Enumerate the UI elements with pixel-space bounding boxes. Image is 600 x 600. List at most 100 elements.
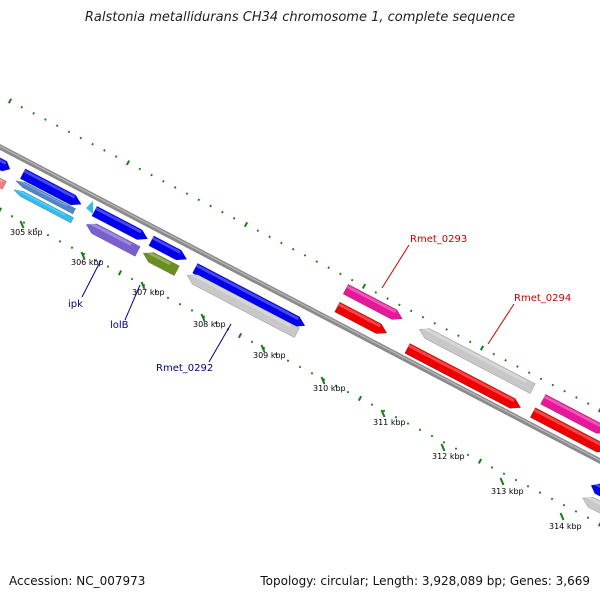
tick-dot <box>79 136 83 140</box>
gene-ipk <box>85 223 141 257</box>
tick-dot <box>34 227 38 231</box>
tick-label-311: 311 kbp <box>373 418 406 427</box>
gene-red-right <box>529 407 600 453</box>
gene-blue-3 <box>148 235 188 261</box>
tick-dot <box>91 142 94 146</box>
gene-label-lolb[interactable]: lolB <box>110 320 129 331</box>
tick-dot <box>256 229 260 232</box>
gene-partial-salmon-left <box>0 177 7 190</box>
tick-dot <box>106 265 110 268</box>
tick-dot <box>243 221 249 228</box>
tick-label-308: 308 kbp <box>193 320 226 329</box>
tick-dot <box>477 458 483 464</box>
gene-blue-right-edge <box>590 483 600 497</box>
tick-dot <box>10 214 14 218</box>
tick-dot <box>190 309 194 312</box>
outer-tick-track <box>7 98 600 413</box>
gene-label-rmet-0294[interactable]: Rmet_0294 <box>514 293 571 304</box>
tick-dot <box>114 155 118 158</box>
tick-dot <box>597 521 600 527</box>
accession-label: Accession: NC_007973 <box>9 574 146 588</box>
tick-dot <box>286 359 290 363</box>
gene-features <box>0 157 600 514</box>
tick-dot <box>492 352 496 356</box>
genome-summary: Topology: circular; Length: 3,928,089 bp… <box>260 574 590 588</box>
gene-label-rmet-0292[interactable]: Rmet_0292 <box>156 363 213 374</box>
tick-dot <box>398 303 401 307</box>
kbp-tick <box>19 220 25 229</box>
tick-dot <box>55 124 59 128</box>
tick-dot <box>421 315 425 319</box>
tick-dot <box>409 309 413 313</box>
kbp-tick <box>80 251 86 260</box>
tick-dot <box>382 409 386 413</box>
tick-dot <box>550 497 554 501</box>
tick-dot <box>67 130 71 134</box>
tick-dot <box>490 466 494 469</box>
gene-red-right-highlight <box>533 408 600 446</box>
tick-dot <box>562 503 566 507</box>
gene-blue-right-edge-highlight <box>591 481 600 489</box>
tick-dot <box>406 422 410 425</box>
tick-dot <box>32 112 35 115</box>
kbp-tick <box>140 281 146 290</box>
tick-dot <box>197 198 201 202</box>
tick-dot <box>178 302 182 306</box>
gene-blue-2-highlight <box>95 207 142 234</box>
kbp-tick <box>499 477 505 486</box>
gene-label-rmet-0293[interactable]: Rmet_0293 <box>410 234 467 245</box>
tick-dot <box>504 359 507 362</box>
tick-dot <box>150 173 153 177</box>
tick-dot <box>539 377 543 381</box>
gene-ipk-highlight <box>87 220 132 246</box>
gene-label-ipk[interactable]: ipk <box>68 299 83 310</box>
tick-dot <box>173 186 177 189</box>
tick-dot <box>154 290 158 293</box>
tick-dot <box>58 240 62 243</box>
tick-label-310: 310 kbp <box>313 384 346 393</box>
tick-dot <box>130 277 134 281</box>
tick-dot <box>274 353 278 356</box>
tick-dot <box>516 365 519 368</box>
gene-skyblue-1 <box>12 189 75 224</box>
gene-lolb <box>142 252 180 277</box>
kbp-tick <box>380 409 386 418</box>
tick-dot <box>575 396 578 399</box>
tick-dot <box>586 402 590 405</box>
tick-dot <box>185 192 189 195</box>
tick-dot <box>20 105 24 109</box>
tick-dot <box>221 210 224 214</box>
tick-dot <box>82 252 86 256</box>
tick-dot <box>457 334 460 337</box>
tick-dot <box>268 235 271 239</box>
gene-red-rmet-0293-highlight <box>337 303 381 328</box>
gene-steelblue-1-highlight <box>16 178 68 207</box>
tick-dot <box>162 179 165 183</box>
gene-blue-3-highlight <box>152 236 181 254</box>
tick-dot <box>214 321 218 325</box>
tick-dot <box>502 472 506 476</box>
tick-dot <box>386 297 389 300</box>
gene-partial-blue-left <box>0 157 11 172</box>
tick-dot <box>346 390 350 394</box>
kbp-ticks <box>19 220 565 521</box>
gene-rmet-0292-highlight <box>187 271 292 328</box>
gene-magenta-right-highlight <box>543 395 600 428</box>
gene-rmet-0292 <box>186 274 300 339</box>
tick-dot <box>466 453 470 457</box>
gene-blue-1-highlight <box>23 169 76 199</box>
tick-dot <box>232 217 236 220</box>
tick-dot <box>298 365 302 369</box>
kbp-tick <box>320 376 326 385</box>
tick-dot <box>0 207 3 213</box>
tick-dot <box>280 241 283 245</box>
position-labels: 305 kbp 306 kbp 307 kbp 308 kbp 309 kbp … <box>10 228 582 531</box>
chromosome-backbone <box>0 144 600 464</box>
tick-label-312: 312 kbp <box>432 452 465 461</box>
tick-dot <box>442 441 446 444</box>
tick-dot <box>551 383 555 387</box>
tick-dot <box>586 516 590 520</box>
tick-dot <box>117 270 123 276</box>
tick-dot <box>209 204 212 208</box>
